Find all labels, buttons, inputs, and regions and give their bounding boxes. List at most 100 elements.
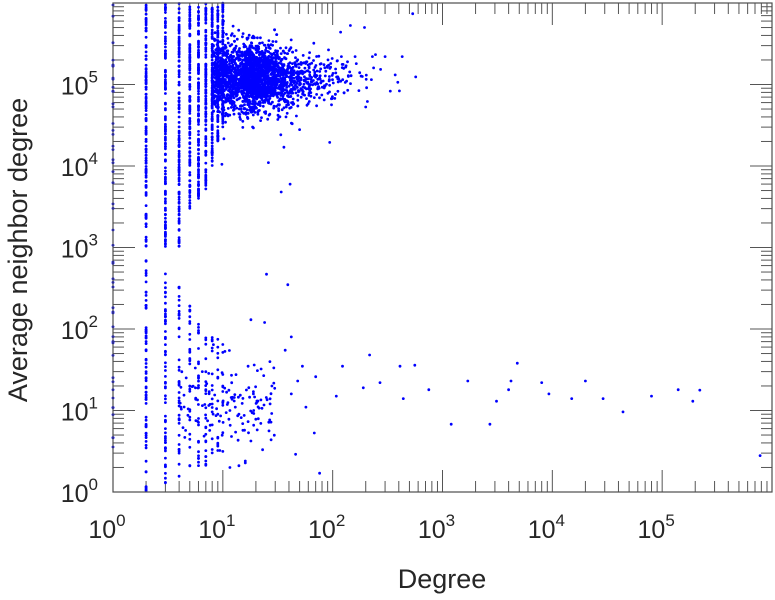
data-point [210, 21, 214, 24]
data-point [379, 68, 382, 71]
data-point [164, 223, 167, 227]
data-point [177, 317, 181, 320]
data-point [286, 90, 289, 94]
data-point [204, 49, 208, 53]
data-point [244, 88, 248, 91]
data-point [197, 423, 200, 427]
data-point [188, 199, 192, 202]
data-point [197, 384, 200, 387]
data-point [283, 51, 287, 55]
data-point [221, 53, 225, 57]
data-point [177, 59, 181, 63]
data-point [263, 43, 267, 47]
data-point [210, 46, 214, 50]
data-point [334, 394, 338, 398]
data-point [246, 111, 250, 115]
data-point [248, 53, 252, 57]
data-point [188, 142, 192, 146]
data-point [210, 30, 214, 34]
data-point [303, 66, 307, 70]
data-point [346, 74, 350, 78]
data-point [164, 42, 167, 46]
data-point [177, 201, 181, 205]
data-point [252, 409, 256, 412]
data-point [315, 69, 319, 73]
data-point [216, 57, 220, 61]
data-point [298, 128, 301, 132]
data-point [197, 133, 200, 137]
data-point [197, 439, 200, 443]
data-point [218, 96, 222, 100]
data-point [279, 94, 283, 97]
data-point [188, 120, 192, 123]
data-point [256, 417, 260, 421]
data-point [263, 60, 267, 64]
data-point [235, 93, 239, 97]
data-point [211, 412, 215, 416]
data-point [222, 85, 225, 88]
data-point [177, 7, 181, 11]
data-point [214, 82, 218, 86]
data-point [264, 77, 268, 81]
data-point [238, 57, 242, 61]
data-point [251, 85, 255, 88]
data-point [218, 449, 222, 452]
data-point [255, 428, 259, 432]
data-point [197, 119, 200, 122]
data-point [248, 100, 252, 104]
data-point [306, 69, 310, 72]
data-point [281, 94, 285, 98]
data-point [216, 69, 220, 73]
data-point [241, 119, 245, 123]
data-point [188, 87, 192, 91]
data-point [254, 44, 258, 48]
data-point [227, 77, 231, 81]
data-point [216, 435, 220, 439]
data-point [164, 365, 167, 368]
data-point [388, 89, 392, 93]
data-point [276, 113, 280, 117]
data-point [231, 94, 235, 98]
data-point [235, 63, 238, 67]
data-point [315, 93, 318, 96]
data-point [267, 429, 271, 433]
data-point [164, 343, 167, 346]
data-point [177, 244, 181, 248]
data-point [234, 44, 238, 48]
data-point [270, 412, 274, 415]
data-point [249, 439, 253, 443]
data-point [316, 86, 320, 89]
data-point [182, 405, 186, 409]
data-point [164, 233, 167, 236]
data-point [354, 62, 358, 65]
data-point [363, 26, 366, 29]
data-point [188, 359, 192, 363]
data-point [197, 417, 200, 420]
data-point [164, 309, 167, 313]
data-point [204, 455, 208, 458]
data-point [144, 459, 148, 463]
data-point [336, 89, 340, 93]
data-point [289, 106, 293, 109]
data-point [698, 388, 702, 392]
data-point [204, 55, 208, 59]
data-point [758, 454, 762, 457]
data-point [216, 5, 220, 9]
data-point [234, 430, 238, 434]
data-point [241, 90, 245, 94]
data-point [231, 63, 235, 67]
data-point [204, 151, 208, 154]
data-point [249, 105, 253, 109]
data-point [210, 437, 214, 441]
data-point [258, 58, 262, 61]
data-point [241, 100, 245, 103]
data-point [289, 335, 293, 339]
data-point [264, 46, 268, 50]
data-point [164, 118, 167, 122]
data-point [144, 117, 148, 121]
data-point [295, 114, 298, 118]
data-point [188, 33, 192, 37]
data-point [258, 53, 261, 57]
data-point [239, 76, 243, 80]
data-point [230, 89, 234, 93]
